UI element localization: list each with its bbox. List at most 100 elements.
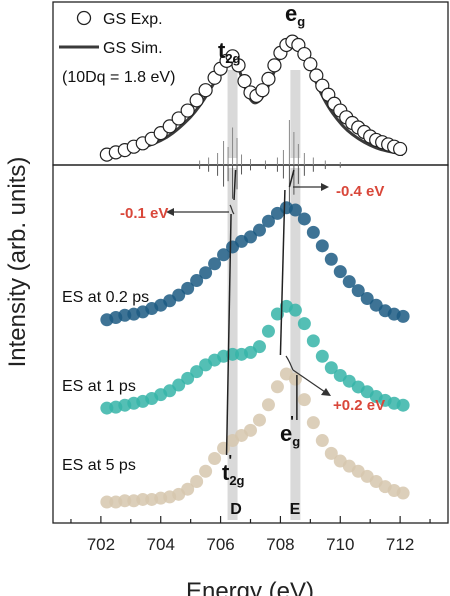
es-point-1-22 [297, 317, 311, 331]
x-axis-ticks: 702 704 706 708 710 712 [70, 516, 431, 554]
gs-exp-point-10 [189, 93, 204, 108]
es-point-2-25 [324, 446, 338, 460]
es-point-2-10 [190, 475, 204, 489]
eg-prime-label: eg' [280, 413, 300, 449]
es-point-0-17 [252, 223, 266, 237]
band-bottom-0 [227, 168, 238, 520]
es-point-0-25 [324, 252, 338, 266]
band-bottom-1 [290, 168, 301, 520]
tick-label-704: 704 [147, 535, 175, 554]
es-point-1-25 [324, 361, 338, 375]
tick-label-702: 702 [87, 535, 115, 554]
shift-eg-prime-annotation: +0.2 eV [285, 355, 385, 414]
es-point-1-19 [270, 307, 284, 321]
es-point-2-19 [270, 380, 284, 394]
stick-spectrum [199, 120, 341, 206]
y-axis-label: Intensity (arb. units) [4, 157, 31, 368]
es-point-0-9 [181, 281, 195, 295]
shift-eg-annotation: -0.4 eV [293, 183, 384, 200]
es-point-2-16 [244, 423, 257, 437]
energy-bands [227, 70, 301, 520]
es-point-1-23 [306, 334, 320, 348]
es-point-2-33 [396, 486, 410, 500]
gs-exp-point-16 [231, 58, 246, 73]
es-point-0-18 [261, 214, 275, 228]
legend-exp-marker [76, 10, 92, 26]
gs-exp-point-9 [180, 103, 195, 118]
es-point-1-18 [261, 324, 275, 338]
es-point-2-18 [261, 398, 275, 412]
marker-e: E [290, 501, 301, 518]
guide-eg-top [288, 169, 295, 188]
guide-eg-bottom [279, 189, 286, 356]
es-series [100, 201, 410, 509]
es-point-0-10 [190, 274, 204, 288]
series-label-1: ES at 1 ps [62, 378, 136, 395]
es-point-0-12 [208, 257, 222, 271]
es-point-2-9 [181, 482, 195, 496]
es-point-0-13 [217, 248, 231, 262]
es-point-0-33 [396, 309, 410, 323]
es-point-2-0 [100, 495, 114, 509]
es-point-0-26 [333, 265, 347, 279]
shift-eg-label: -0.4 eV [336, 183, 384, 200]
gs-exp-point-8 [171, 111, 186, 126]
legend-param-label: (10Dq = 1.8 eV) [62, 69, 175, 86]
band-top-0 [227, 70, 238, 158]
gs-exp-point-20 [255, 83, 270, 98]
es-point-2-11 [199, 464, 213, 478]
es-point-2-4 [136, 492, 150, 506]
es-point-1-17 [252, 340, 266, 354]
es-point-0-28 [351, 284, 365, 298]
tick-label-706: 706 [206, 535, 234, 554]
es-point-1-24 [315, 349, 329, 363]
shift-t2g-annotation: -0.1 eV [120, 204, 235, 222]
eg-label: eg [285, 1, 305, 29]
legend-sim-label: GS Sim. [103, 40, 163, 57]
es-point-0-8 [172, 288, 186, 302]
es-point-0-11 [199, 266, 213, 280]
gs-exp-point-28 [303, 57, 318, 72]
gs-exp-point-7 [162, 119, 177, 134]
es-point-2-22 [297, 393, 311, 407]
gs-exp-point-11 [198, 83, 213, 98]
es-point-0-27 [342, 275, 356, 289]
es-point-0-22 [297, 212, 311, 226]
band-top-1 [290, 70, 301, 158]
series-label-2: ES at 5 ps [62, 457, 136, 474]
x-axis-label: Energy (eV) [186, 578, 314, 596]
shift-t2g-label: -0.1 eV [120, 205, 168, 222]
gs-exp-point-21 [261, 71, 276, 87]
tick-label-710: 710 [326, 535, 354, 554]
marker-d: D [230, 501, 242, 518]
tick-label-708: 708 [266, 535, 294, 554]
shift-eg-prime-label: +0.2 eV [333, 397, 385, 414]
es-point-1-14 [226, 347, 240, 361]
es-point-1-33 [396, 398, 410, 412]
es-point-2-17 [252, 413, 266, 427]
es-point-1-8 [172, 378, 186, 392]
legend-exp-label: GS Exp. [103, 11, 163, 28]
guide-t2g-bottom [225, 213, 232, 456]
gs-exp-points [99, 34, 408, 162]
es-point-0-21 [288, 203, 302, 217]
series-label-0: ES at 0.2 ps [62, 289, 149, 306]
t2g-label: t2g [218, 38, 241, 66]
gs-exp-point-17 [237, 74, 252, 89]
es-point-0-23 [306, 225, 320, 239]
es-point-2-2 [118, 494, 132, 508]
es-point-1-21 [288, 303, 302, 317]
es-point-2-23 [306, 416, 320, 430]
es-point-2-21 [288, 372, 302, 386]
es-point-0-24 [315, 239, 329, 253]
es-point-2-12 [208, 451, 222, 465]
es-point-0-29 [360, 291, 374, 305]
gs-exp-point-43 [393, 141, 408, 157]
es-point-2-24 [315, 434, 329, 448]
gs-exp-point-22 [267, 58, 282, 73]
t2g-prime-label: t2g' [222, 452, 245, 488]
tick-label-712: 712 [386, 535, 414, 554]
guide-t2g-top [233, 169, 237, 201]
guide-lines [225, 169, 298, 456]
